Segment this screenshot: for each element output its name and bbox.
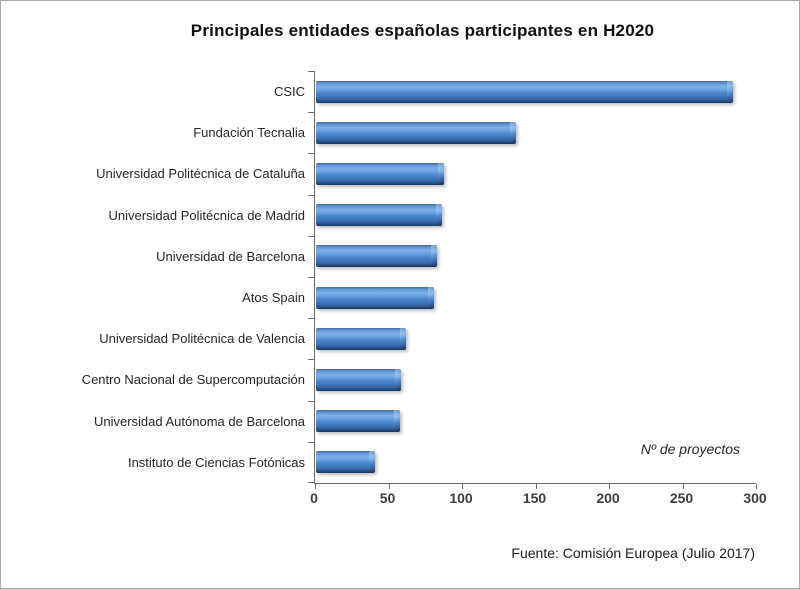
category-label: Universidad Autónoma de Barcelona: [93, 413, 305, 429]
category-label: Universidad Politécnica de Valencia: [99, 331, 305, 347]
y-axis-tick: [308, 318, 315, 319]
category-label: CSIC: [273, 84, 305, 100]
category-label: Instituto de Ciencias Fotónicas: [127, 454, 305, 470]
x-axis-tick: [536, 484, 537, 489]
bar: [316, 286, 434, 309]
bar: [316, 204, 442, 227]
x-tick-label: 50: [379, 490, 396, 506]
x-axis-tick: [389, 484, 390, 489]
bar: [316, 121, 516, 144]
y-axis-tick: [308, 71, 315, 72]
y-axis-tick: [308, 112, 315, 113]
bar: [316, 451, 375, 474]
bar: [316, 410, 400, 433]
x-tick-label: 300: [743, 490, 767, 506]
bar: [316, 245, 437, 268]
x-tick-label: 200: [596, 490, 620, 506]
category-label: Fundación Tecnalia: [193, 125, 305, 141]
x-tick-label: 100: [449, 490, 473, 506]
y-axis-tick: [308, 153, 315, 154]
category-label: Atos Spain: [242, 290, 305, 306]
y-axis-tick: [308, 401, 315, 402]
y-axis-tick: [308, 195, 315, 196]
bar: [316, 327, 406, 350]
x-axis-tick: [609, 484, 610, 489]
category-label: Universidad de Barcelona: [156, 248, 305, 264]
y-axis-tick: [308, 236, 315, 237]
x-tick-label: 0: [310, 490, 318, 506]
bar: [316, 369, 401, 391]
x-axis-title: Nº de proyectos: [640, 441, 740, 457]
category-label: Centro Nacional de Supercomputación: [81, 372, 305, 388]
y-axis-tick: [308, 442, 315, 443]
x-axis-tick: [756, 484, 757, 489]
x-tick-label: 150: [522, 490, 547, 506]
bar: [316, 163, 444, 185]
source-note: Fuente: Comisión Europea (Julio 2017): [511, 545, 755, 561]
x-axis-tick: [683, 484, 684, 489]
x-axis-tick: [315, 484, 316, 489]
category-label: Universidad Politécnica de Cataluña: [96, 166, 305, 182]
y-axis-tick: [308, 482, 315, 483]
bar: [316, 80, 733, 103]
plot-area: [308, 71, 757, 489]
chart-title: Principales entidades españolas particip…: [190, 21, 655, 40]
x-tick-label: 250: [669, 490, 694, 506]
x-axis-tick: [462, 484, 463, 489]
y-axis-tick: [308, 277, 315, 278]
y-axis-tick: [308, 359, 315, 360]
category-label: Universidad Politécnica de Madrid: [108, 207, 305, 223]
